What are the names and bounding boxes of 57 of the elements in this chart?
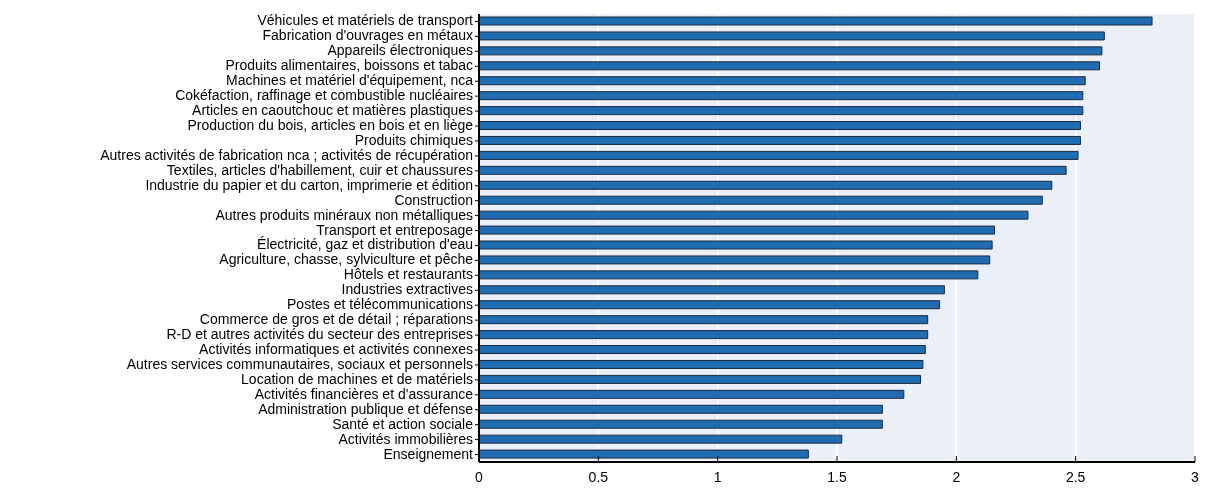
bar (479, 449, 809, 459)
y-tick-label: Commerce de gros et de détail ; réparations (199, 311, 473, 328)
bar (479, 195, 1043, 205)
bar (479, 255, 991, 265)
bar (479, 135, 1081, 145)
y-tick-label: Administration publique et défense (258, 400, 474, 417)
y-tick-label: Postes et télécommunications (287, 296, 473, 313)
bar (479, 165, 1067, 175)
bar (479, 180, 1053, 190)
y-tick-label: Construction (394, 191, 473, 208)
bar (479, 240, 993, 250)
y-tick-label: Autres produits minéraux non métalliques (215, 206, 473, 223)
y-tick-label: Articles en caoutchouc et matières plastiques (192, 102, 473, 119)
x-tick-label: 2 (952, 468, 961, 485)
bar (479, 419, 883, 429)
x-tick-label: 3 (1191, 468, 1200, 485)
bar (479, 31, 1105, 41)
bar (479, 330, 929, 340)
y-tick-label: Activités immobilières (338, 430, 473, 447)
bar (479, 345, 926, 355)
y-tick-label: Industrie du papier et du carton, imprimerie et édition (145, 176, 473, 193)
bar (479, 300, 941, 310)
bar (479, 285, 945, 295)
bar (479, 46, 1103, 56)
y-tick-label: Produits alimentaires, boissons et tabac (225, 57, 473, 74)
bar (479, 91, 1084, 101)
bar (479, 61, 1101, 71)
y-tick-label: Activités financières et d'assurance (254, 385, 474, 402)
y-tick-label: Appareils électroniques (327, 42, 473, 59)
y-tick-label: Fabrication d'ouvrages en métaux (262, 27, 473, 44)
x-tick-label: 1.5 (827, 468, 847, 485)
bar (479, 225, 996, 235)
bar (479, 210, 1029, 220)
y-tick-label: Enseignement (383, 445, 474, 462)
bar (479, 359, 924, 369)
bar (479, 404, 883, 414)
y-tick-label: R-D et autres activités du secteur des entreprises (166, 326, 473, 343)
bar (479, 121, 1081, 131)
y-tick-label: Hôtels et restaurants (343, 266, 473, 283)
bar (479, 150, 1079, 160)
x-tick-label: 2.5 (1065, 468, 1086, 485)
y-tick-label: Véhicules et matériels de transport (257, 12, 474, 29)
y-tick-label: Machines et matériel d'équipement, nca (225, 72, 474, 89)
bar (479, 315, 929, 325)
y-tick-label: Cokéfaction, raffinage et combustible nucléaires (175, 87, 473, 104)
x-tick-label: 0 (475, 468, 484, 485)
bar (479, 434, 843, 444)
bar (479, 76, 1086, 86)
x-tick-label: 0.5 (588, 468, 609, 485)
bar (479, 16, 1153, 26)
bar (479, 374, 922, 384)
y-tick-label: Industries extractives (341, 281, 473, 298)
bar (479, 270, 979, 280)
y-tick-label: Agriculture, chasse, sylviculture et pêche (219, 251, 474, 268)
x-tick-label: 1 (713, 468, 722, 485)
bar (479, 106, 1084, 116)
bar (479, 389, 905, 399)
